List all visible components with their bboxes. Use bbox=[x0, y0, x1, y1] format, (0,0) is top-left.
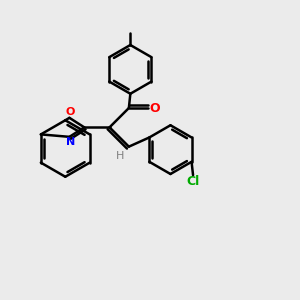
Text: O: O bbox=[149, 101, 160, 115]
Text: N: N bbox=[66, 137, 76, 147]
Text: H: H bbox=[116, 151, 124, 160]
Text: O: O bbox=[66, 107, 75, 118]
Text: Cl: Cl bbox=[186, 175, 200, 188]
